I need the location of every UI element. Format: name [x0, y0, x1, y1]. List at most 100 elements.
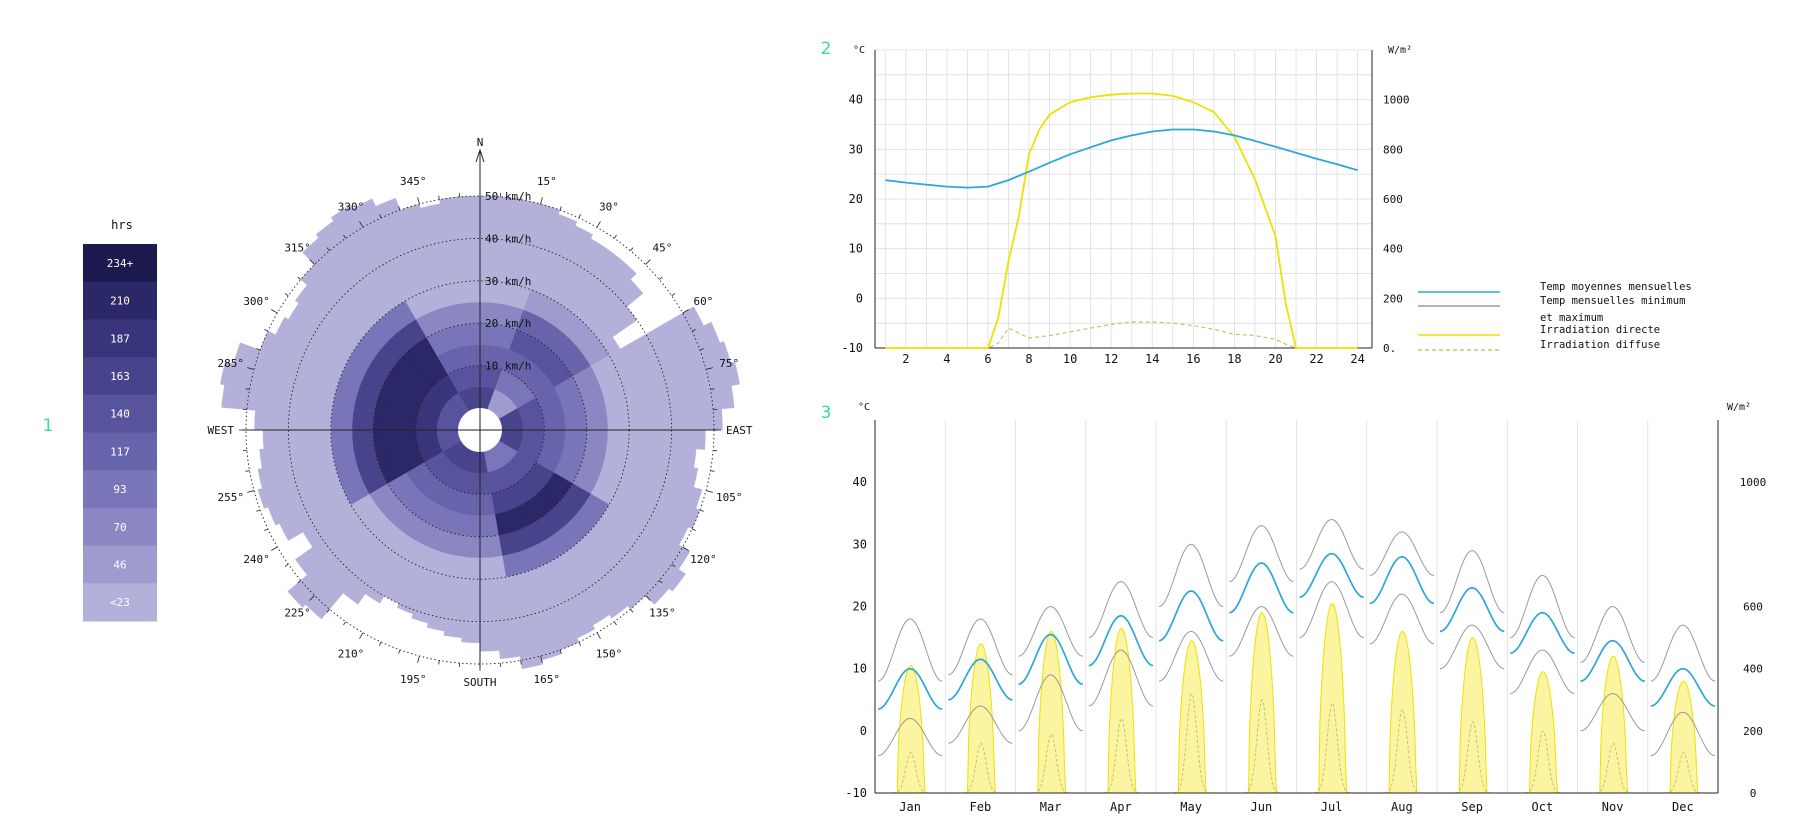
compass-tick — [671, 563, 676, 567]
y-right-unit: W/m² — [1388, 45, 1412, 56]
temp-min-line — [1650, 711, 1716, 757]
angle-label: 45° — [652, 242, 672, 255]
compass-tick — [578, 214, 581, 219]
rose-cell — [254, 410, 269, 431]
rose-cell — [466, 280, 481, 303]
y-left-tick: 30 — [853, 537, 867, 551]
x-tick: 12 — [1104, 352, 1118, 366]
rose-cell — [668, 392, 693, 414]
compass-tick — [309, 595, 315, 601]
x-tick: 8 — [1025, 352, 1032, 366]
x-tick: Feb — [970, 800, 992, 814]
temp-mean-line — [1580, 639, 1645, 682]
x-tick: Jul — [1321, 800, 1343, 814]
rose-cell — [309, 429, 332, 446]
x-tick: Oct — [1532, 800, 1554, 814]
rose-cell — [479, 578, 496, 601]
rose-cell — [259, 448, 271, 469]
rose-cell — [463, 238, 481, 261]
y-right-tick: 600 — [1743, 601, 1763, 614]
rose-cell — [569, 225, 594, 246]
compass-tick — [710, 470, 715, 472]
rose-cell — [225, 385, 250, 410]
compass-tick — [520, 195, 522, 200]
angle-label: 345° — [400, 175, 427, 188]
legend-label: 210 — [110, 295, 130, 308]
rose-cell — [257, 484, 281, 509]
angle-label: 165° — [534, 673, 561, 686]
compass-tick — [658, 276, 663, 280]
legend-label: 140 — [110, 408, 130, 421]
compass-tick — [417, 197, 420, 205]
angle-label: 240° — [243, 553, 270, 566]
legend-label: 234+ — [107, 257, 134, 270]
x-tick: 24 — [1350, 352, 1364, 366]
y-right-tick: 200 — [1743, 725, 1763, 738]
temp-max-line — [1439, 549, 1505, 614]
rose-cell — [375, 197, 401, 219]
irradiation-direct-area — [1299, 602, 1364, 794]
temp-max-line — [1229, 525, 1294, 583]
legend-swatch — [83, 507, 157, 547]
irradiation-direct-line — [885, 92, 1358, 349]
panel-number-1: 1 — [43, 416, 54, 436]
legend-swatch — [83, 583, 157, 622]
compass-tick — [613, 234, 617, 239]
compass-s: SOUTH — [463, 676, 496, 689]
rose-cell — [586, 418, 609, 431]
x-tick: Mar — [1040, 800, 1062, 814]
rose-cell — [649, 429, 672, 447]
temp-mean-line — [877, 667, 943, 710]
rose-cell — [330, 429, 353, 444]
x-tick: 4 — [943, 352, 950, 366]
x-tick: 16 — [1186, 352, 1200, 366]
compass-tick — [559, 206, 562, 211]
temp-mean-line — [948, 658, 1013, 701]
angle-label: 150° — [596, 647, 623, 660]
rose-cell — [670, 411, 694, 431]
rose-cell — [710, 385, 735, 410]
rose-cell — [294, 551, 318, 576]
temp-min-line — [1510, 649, 1575, 694]
compass-e: EAST — [726, 424, 753, 437]
rose-cell — [601, 592, 628, 619]
y-left-unit: °C — [853, 45, 865, 56]
y-right-tick: 200 — [1383, 292, 1403, 305]
irradiation-direct-area — [1440, 637, 1505, 794]
compass-n: N — [477, 136, 484, 149]
temp-max-line — [1018, 605, 1083, 657]
compass-tick — [671, 293, 676, 297]
compass-tick — [343, 621, 347, 626]
temp-max-line — [877, 618, 943, 682]
irradiation-direct-area — [1088, 627, 1153, 794]
compass-tick — [691, 528, 696, 531]
rose-cell — [466, 557, 481, 580]
legend-label: 163 — [110, 370, 130, 383]
legend-label: 93 — [113, 483, 126, 496]
speed-label: 20 km/h — [485, 317, 531, 330]
temp-mean-line — [1369, 555, 1435, 605]
y-left-tick: 30 — [849, 142, 863, 156]
compass-tick — [645, 595, 651, 601]
compass-tick — [359, 632, 364, 639]
y-left-tick: -10 — [841, 341, 863, 355]
temp-max-line — [948, 618, 1013, 676]
legend-swatch — [83, 281, 157, 320]
rose-cell — [233, 342, 261, 370]
rose-cell — [616, 260, 637, 280]
legend-swatch — [83, 470, 157, 509]
angle-label: 285° — [218, 357, 245, 370]
legend-label: 187 — [110, 332, 130, 345]
irradiation-direct-area — [948, 643, 1013, 794]
angle-label: 210° — [338, 647, 365, 660]
angle-label: 300° — [243, 295, 270, 308]
compass-tick — [520, 660, 522, 665]
rose-cell — [649, 413, 672, 431]
temp-min-line — [1439, 624, 1505, 670]
x-tick: 22 — [1309, 352, 1323, 366]
x-tick: May — [1180, 800, 1202, 814]
rose-cell — [464, 578, 481, 601]
rose-cell — [459, 195, 481, 219]
